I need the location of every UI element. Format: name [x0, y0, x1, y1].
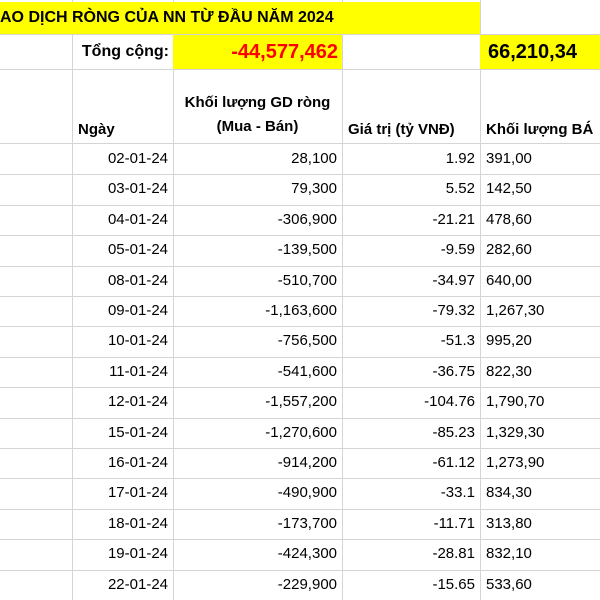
- grid-row-line: [0, 356, 600, 358]
- cell-value[interactable]: -36.75: [432, 362, 475, 380]
- grid-column-line: [173, 0, 174, 600]
- cell-sell-volume[interactable]: 832,10: [486, 545, 532, 563]
- cell-sell-volume[interactable]: 1,267,30: [486, 302, 545, 319]
- grid-column-line: [72, 0, 73, 600]
- cell-net-volume[interactable]: -139,500: [277, 241, 337, 259]
- cell-net-volume[interactable]: -424,300: [277, 545, 337, 563]
- header-value[interactable]: Giá trị (tỷ VNĐ): [348, 121, 455, 138]
- grid-row-line: [0, 417, 600, 419]
- cell-sell-volume[interactable]: 834,30: [486, 484, 532, 502]
- cell-date[interactable]: 18-01-24: [107, 514, 168, 532]
- grid-row-line: [0, 387, 600, 389]
- cell-sell-volume[interactable]: 391,00: [486, 150, 532, 167]
- cell-value[interactable]: -34.97: [432, 271, 475, 289]
- cell-sell-volume[interactable]: 995,20: [486, 332, 532, 350]
- cell-net-volume[interactable]: -306,900: [277, 210, 337, 228]
- sheet-title[interactable]: AO DỊCH RÒNG CỦA NN TỪ ĐẦU NĂM 2024: [0, 2, 480, 34]
- cell-net-volume[interactable]: -510,700: [277, 271, 337, 289]
- cell-net-volume[interactable]: -756,500: [277, 332, 337, 350]
- cell-value[interactable]: -21.21: [432, 210, 475, 228]
- cell-date[interactable]: 17-01-24: [107, 484, 168, 502]
- total-label[interactable]: Tổng cộng:: [81, 43, 169, 60]
- cell-net-volume[interactable]: -541,600: [277, 362, 337, 380]
- grid-row-line: [0, 478, 600, 480]
- grid-row-line: [0, 265, 600, 267]
- cell-sell-volume[interactable]: 478,60: [486, 210, 532, 228]
- cell-net-volume[interactable]: 79,300: [291, 180, 337, 198]
- grid-column-line: [480, 0, 481, 600]
- cell-value[interactable]: -9.59: [440, 241, 475, 259]
- grid-column-line: [342, 0, 343, 600]
- cell-net-volume[interactable]: -1,557,200: [265, 393, 337, 411]
- cell-net-volume[interactable]: -1,270,600: [265, 423, 337, 441]
- cell-date[interactable]: 05-01-24: [107, 241, 168, 259]
- cell-sell-volume[interactable]: 1,329,30: [486, 423, 545, 441]
- cell-date[interactable]: 03-01-24: [107, 180, 168, 198]
- grid-row-line: [0, 34, 600, 35]
- cell-date[interactable]: 09-01-24: [107, 302, 168, 319]
- cell-date[interactable]: 19-01-24: [107, 545, 168, 563]
- cell-value[interactable]: 1.92: [445, 150, 475, 167]
- cell-sell-volume[interactable]: 282,60: [486, 241, 532, 259]
- grid-row-line: [0, 174, 600, 176]
- grid-row-line: [0, 235, 600, 237]
- grid-row-line: [0, 69, 600, 70]
- cell-value[interactable]: -11.71: [433, 514, 475, 532]
- cell-value[interactable]: -33.1: [440, 484, 475, 502]
- cell-net-volume[interactable]: -1,163,600: [265, 302, 337, 319]
- cell-sell-volume[interactable]: 640,00: [486, 271, 532, 289]
- grid-row-line: [0, 204, 600, 206]
- grid-row-line: [0, 143, 600, 144]
- cell-value[interactable]: -51.3: [440, 332, 475, 350]
- grid-row-line: [0, 296, 600, 297]
- cell-sell-volume[interactable]: 1,273,90: [486, 454, 545, 471]
- header-date[interactable]: Ngày: [78, 121, 115, 138]
- cell-date[interactable]: 16-01-24: [107, 454, 168, 471]
- cell-date[interactable]: 04-01-24: [107, 210, 168, 228]
- header-net-volume-line2[interactable]: (Mua - Bán): [216, 118, 299, 135]
- cell-date[interactable]: 02-01-24: [107, 150, 168, 167]
- cell-sell-volume[interactable]: 1,790,70: [486, 393, 545, 411]
- cell-value[interactable]: -15.65: [432, 575, 475, 593]
- cell-sell-volume[interactable]: 313,80: [486, 514, 532, 532]
- cell-sell-volume[interactable]: 822,30: [486, 362, 532, 380]
- grid-row-line: [0, 508, 600, 510]
- grid-row-line: [0, 326, 600, 328]
- cell-net-volume[interactable]: 28,100: [291, 150, 337, 167]
- cell-value[interactable]: -28.81: [432, 545, 475, 563]
- grid-row-line: [0, 448, 600, 449]
- cell-sell-volume[interactable]: 533,60: [486, 575, 532, 593]
- cell-value[interactable]: 5.52: [445, 180, 475, 198]
- cell-sell-volume[interactable]: 142,50: [486, 180, 532, 198]
- cell-value[interactable]: -79.32: [432, 302, 475, 319]
- cell-net-volume[interactable]: -173,700: [277, 514, 337, 532]
- cell-value[interactable]: -104.76: [424, 393, 475, 411]
- cell-date[interactable]: 15-01-24: [107, 423, 168, 441]
- cell-date[interactable]: 08-01-24: [107, 271, 168, 289]
- cell-net-volume[interactable]: -229,900: [277, 575, 337, 593]
- header-sell-volume[interactable]: Khối lượng BÁ: [486, 121, 594, 138]
- grid-row-line: [0, 539, 600, 541]
- cell-date[interactable]: 12-01-24: [107, 393, 168, 411]
- cell-value[interactable]: -61.12: [432, 454, 475, 471]
- cell-date[interactable]: 11-01-24: [109, 362, 168, 380]
- cell-date[interactable]: 10-01-24: [107, 332, 168, 350]
- total-sell-volume[interactable]: 66,210,34: [480, 35, 600, 69]
- header-net-volume-line1[interactable]: Khối lượng GD ròng: [184, 94, 331, 111]
- cell-value[interactable]: -85.23: [432, 423, 475, 441]
- total-net-volume[interactable]: -44,577,462: [173, 35, 342, 69]
- cell-net-volume[interactable]: -490,900: [277, 484, 337, 502]
- grid-row-line: [0, 569, 600, 571]
- cell-net-volume[interactable]: -914,200: [277, 454, 337, 471]
- cell-date[interactable]: 22-01-24: [107, 575, 168, 593]
